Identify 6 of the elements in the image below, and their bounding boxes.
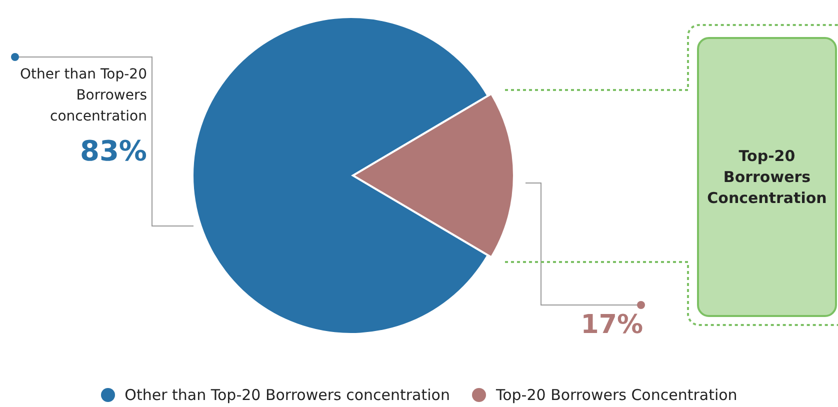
text: Other than Top-20 Borrowers concentration [20, 66, 147, 125]
text: Top-20 Borrowers Concentration [697, 37, 837, 317]
data-label: 83% [80, 134, 147, 168]
legend-label: Top-20 Borrowers Concentration [496, 386, 738, 404]
data-label: 17% [580, 310, 643, 340]
legend-label: Other than Top-20 Borrowers concentration [124, 386, 450, 404]
